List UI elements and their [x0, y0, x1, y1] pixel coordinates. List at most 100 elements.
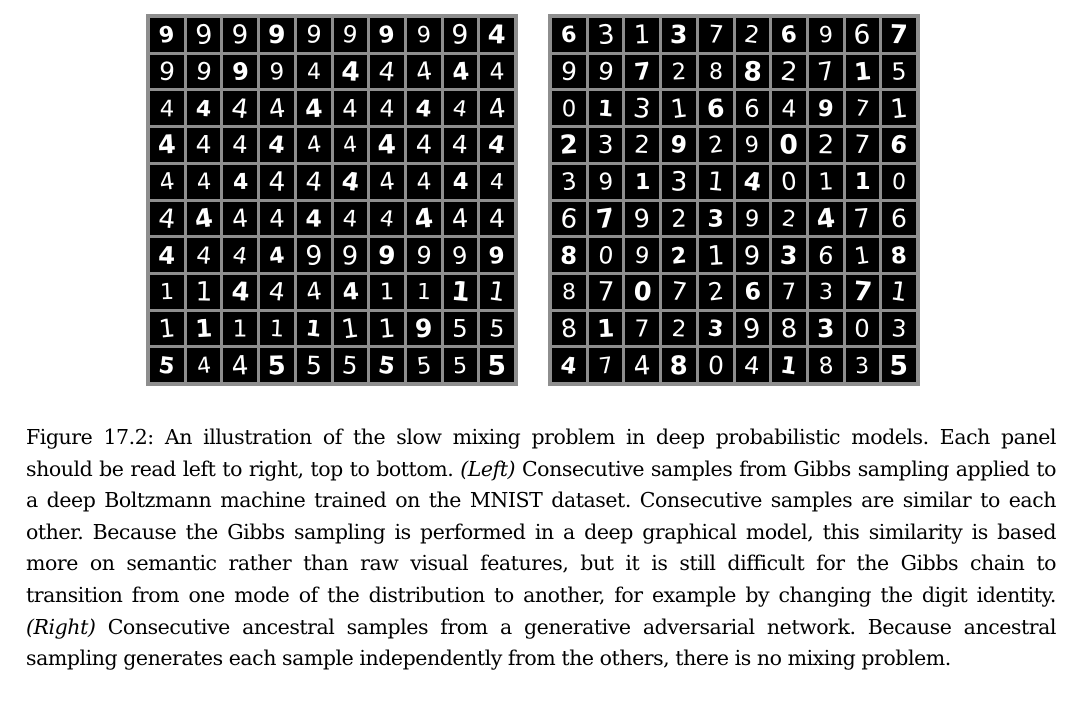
sample-cell: 0: [772, 164, 806, 199]
sample-cell: 7: [882, 18, 916, 52]
sample-cell: 2: [772, 54, 806, 89]
sample-digit: 2: [706, 130, 725, 160]
sample-digit: 4: [195, 351, 213, 379]
sample-cell: 9: [552, 54, 586, 89]
sample-cell: 4: [223, 164, 258, 199]
sample-cell: 3: [808, 311, 843, 346]
sample-digit: 1: [888, 275, 910, 308]
sample-digit: 7: [632, 57, 652, 86]
sample-cell: 9: [808, 18, 843, 52]
sample-cell: 4: [480, 201, 514, 236]
sample-digit: 9: [744, 240, 761, 270]
sample-digit: 9: [157, 21, 177, 49]
sample-digit: 7: [706, 20, 725, 50]
sample-digit: 7: [889, 19, 909, 51]
sample-digit: 9: [269, 57, 285, 86]
sample-cell: 9: [406, 18, 441, 52]
sample-digit: 9: [193, 56, 214, 87]
sample-digit: 4: [487, 129, 508, 160]
sample-cell: 7: [845, 91, 880, 126]
sample-cell: 0: [625, 274, 660, 309]
sample-cell: 5: [406, 348, 441, 382]
sample-digit: 8: [817, 351, 835, 380]
sample-digit: 4: [741, 166, 763, 198]
sample-cell: 5: [333, 348, 368, 382]
sample-digit: 4: [339, 166, 361, 198]
sample-digit: 4: [231, 240, 250, 270]
sample-cell: 4: [223, 201, 258, 236]
sample-digit: 4: [781, 94, 797, 123]
sample-digit: 1: [486, 275, 508, 308]
sample-cell: 9: [333, 18, 368, 52]
sample-cell: 9: [150, 54, 184, 89]
sample-digit: 4: [450, 56, 471, 87]
sample-digit: 1: [339, 312, 361, 345]
sample-digit: 4: [304, 130, 323, 160]
sample-cell: 4: [406, 54, 441, 89]
sample-digit: 5: [889, 349, 909, 381]
sample-digit: 5: [267, 350, 287, 381]
sample-digit: 2: [779, 55, 799, 88]
sample-cell: 6: [808, 238, 843, 272]
sample-digit: 8: [559, 313, 579, 344]
sample-digit: 3: [595, 18, 616, 51]
sample-cell: 4: [150, 238, 184, 272]
sample-digit: 9: [451, 240, 470, 270]
sample-cell: 9: [625, 238, 660, 272]
sample-cell: 5: [882, 54, 916, 89]
sample-cell: 2: [735, 18, 770, 52]
sample-digit: 6: [890, 203, 908, 233]
sample-digit: 2: [743, 20, 762, 50]
sample-cell: 4: [406, 91, 441, 126]
sample-digit: 7: [853, 129, 872, 160]
sample-digit: 9: [669, 130, 689, 160]
sample-digit: 2: [671, 57, 687, 86]
sample-digit: 6: [705, 93, 726, 124]
sample-cell: 1: [443, 274, 478, 309]
sample-cell: 3: [808, 274, 843, 309]
sample-cell: 0: [698, 348, 733, 382]
sample-digit: 4: [559, 351, 579, 380]
sample-digit: 2: [671, 314, 687, 342]
sample-digit: 7: [634, 314, 650, 343]
sample-digit: 0: [854, 314, 871, 343]
sample-cell: 2: [552, 128, 586, 162]
sample-cell: 4: [480, 91, 514, 126]
sample-digit: 1: [416, 278, 432, 305]
sample-digit: 2: [706, 276, 726, 307]
sample-cell: 7: [625, 311, 660, 346]
sample-digit: 4: [157, 167, 176, 197]
sample-digit: 9: [230, 57, 250, 86]
sample-cell: 9: [370, 18, 404, 52]
sample-digit: 0: [707, 350, 725, 380]
sample-digit: 6: [559, 21, 579, 49]
sample-digit: 7: [781, 278, 797, 306]
sample-cell: 9: [625, 201, 660, 236]
sample-digit: 4: [342, 204, 359, 233]
sample-cell: 1: [625, 164, 660, 199]
sample-cell: 5: [480, 348, 514, 382]
sample-cell: 4: [443, 164, 478, 199]
sample-cell: 9: [808, 91, 843, 126]
sample-cell: 1: [333, 311, 368, 346]
sample-digit: 4: [195, 94, 213, 122]
sample-cell: 4: [296, 54, 331, 89]
sample-cell: 4: [260, 238, 294, 272]
sample-cell: 9: [406, 238, 441, 272]
sample-cell: 4: [296, 91, 331, 126]
sample-digit: 4: [195, 130, 212, 160]
sample-cell: 4: [150, 164, 184, 199]
sample-digit: 7: [851, 275, 873, 308]
sample-cell: 1: [845, 164, 880, 199]
sample-digit: 3: [669, 165, 688, 198]
sample-digit: 4: [159, 94, 175, 122]
sample-cell: 3: [588, 128, 623, 162]
sample-cell: 9: [296, 18, 331, 52]
sample-cell: 2: [625, 128, 660, 162]
sample-cell: 9: [662, 128, 696, 162]
sample-digit: 9: [342, 240, 359, 270]
sample-cell: 3: [698, 201, 733, 236]
sample-digit: 4: [232, 168, 249, 195]
sample-digit: 4: [230, 349, 250, 382]
sample-digit: 1: [159, 278, 175, 305]
